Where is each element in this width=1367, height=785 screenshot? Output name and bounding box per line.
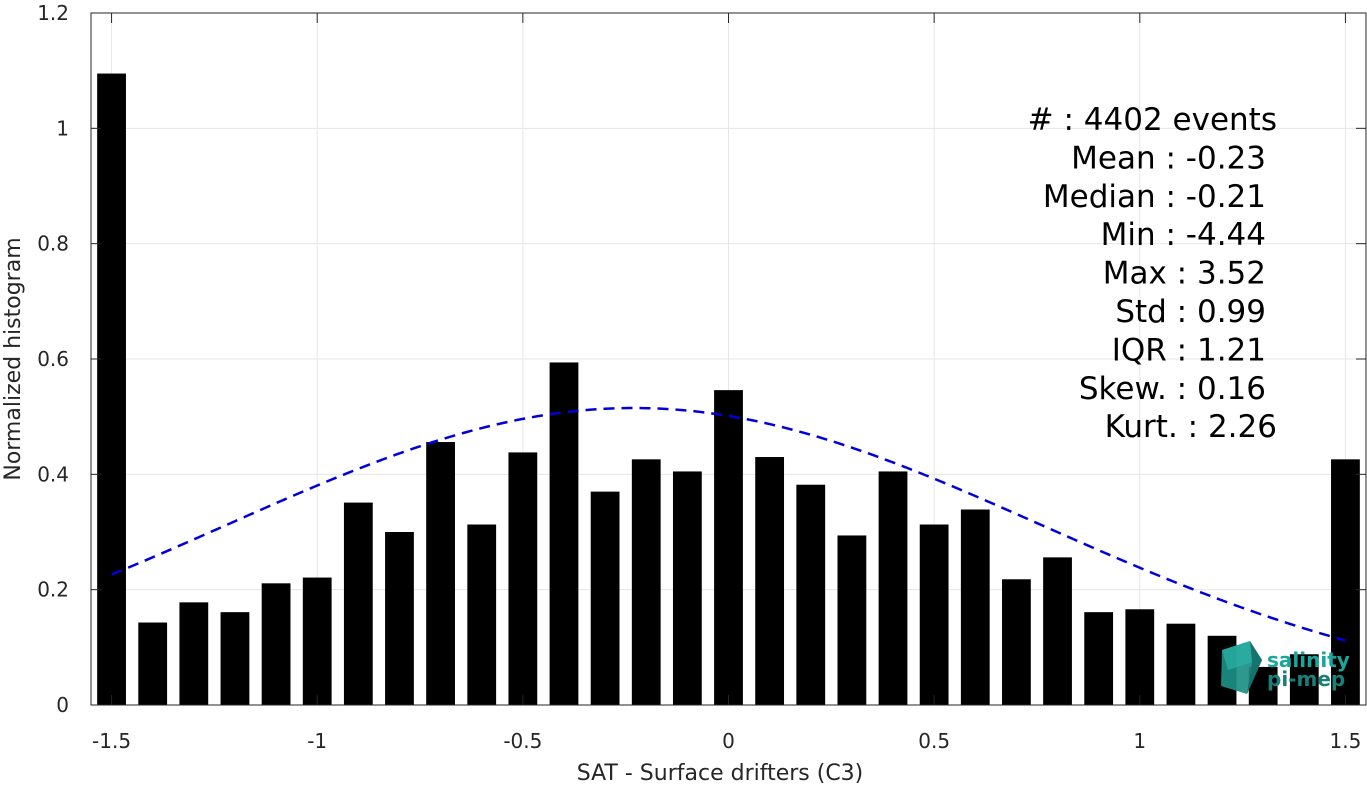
x-tick-label: 1.5 bbox=[1330, 729, 1362, 753]
histogram-bar bbox=[878, 471, 908, 705]
y-axis-label: Normalized histogram bbox=[1, 237, 26, 480]
axes-frame bbox=[90, 12, 1367, 706]
stat-line: Min : -4.44 bbox=[1101, 217, 1266, 253]
logo-cube-icon bbox=[1221, 641, 1262, 694]
histogram-bar bbox=[302, 577, 332, 705]
histogram-bar bbox=[590, 491, 620, 705]
histogram-bar bbox=[672, 471, 702, 705]
y-tick-label: 0.2 bbox=[37, 578, 69, 602]
histogram-bar bbox=[960, 509, 990, 705]
logo-text-line1: salinity bbox=[1267, 648, 1350, 672]
histogram-bar bbox=[261, 583, 291, 705]
histogram-bar bbox=[1125, 609, 1155, 705]
histogram-bar bbox=[1166, 623, 1196, 705]
histogram-bar bbox=[837, 535, 867, 705]
histogram-bar bbox=[179, 602, 209, 705]
normal-fit-curve bbox=[111, 406, 1346, 642]
histogram-bar bbox=[549, 362, 579, 705]
y-tick-label: 0.4 bbox=[37, 462, 69, 486]
x-tick-label: 0 bbox=[722, 729, 735, 753]
stat-line: Kurt. : 2.26 bbox=[1105, 409, 1277, 445]
histogram-bar bbox=[220, 612, 250, 705]
y-tick-label: 1.2 bbox=[37, 1, 69, 25]
histogram-bar bbox=[755, 457, 785, 705]
stat-line: Max : 3.52 bbox=[1103, 256, 1266, 292]
x-tick-label: 0.5 bbox=[918, 729, 950, 753]
histogram-bar bbox=[1084, 612, 1114, 705]
x-tick-label: -1 bbox=[307, 729, 327, 753]
y-tick-label: 0.8 bbox=[37, 232, 69, 256]
x-tick-label: 1 bbox=[1133, 729, 1146, 753]
stat-line: Std : 0.99 bbox=[1115, 294, 1266, 330]
histogram-bar bbox=[385, 532, 414, 705]
x-axis-label: SAT - Surface drifters (C3) bbox=[577, 761, 864, 785]
stat-line: Median : -0.21 bbox=[1043, 179, 1266, 215]
histogram-bar bbox=[796, 484, 826, 705]
salinity-pimep-logo: salinity pi-mep bbox=[1221, 641, 1350, 694]
histogram-bar bbox=[97, 73, 126, 706]
histogram-bar bbox=[1331, 459, 1360, 705]
y-tick-label: 0.6 bbox=[37, 347, 69, 371]
y-tick-label: 1 bbox=[56, 116, 69, 140]
x-tick-labels: -1.5 -1 -0.5 0 0.5 1 1.5 bbox=[92, 729, 1361, 753]
histogram-bar bbox=[508, 452, 538, 705]
histogram-bar bbox=[1002, 579, 1031, 705]
stat-line: IQR : 1.21 bbox=[1112, 332, 1266, 368]
histogram-bar bbox=[343, 502, 373, 705]
histogram-bar bbox=[714, 390, 743, 705]
bars bbox=[97, 73, 1360, 706]
x-tick-label: -0.5 bbox=[503, 729, 542, 753]
histogram-bar bbox=[919, 524, 949, 705]
histogram-bar bbox=[1043, 557, 1072, 705]
y-tick-labels: 0 0.2 0.4 0.6 0.8 1 1.2 bbox=[37, 1, 69, 717]
histogram-bar bbox=[426, 442, 455, 705]
stat-line: Mean : -0.23 bbox=[1071, 140, 1266, 176]
histogram-bar bbox=[631, 459, 661, 705]
stat-line: Skew. : 0.16 bbox=[1079, 371, 1266, 407]
histogram-bar bbox=[1289, 654, 1319, 705]
logo-text-line2: pi-mep bbox=[1267, 667, 1345, 691]
x-tick-label: -1.5 bbox=[92, 729, 131, 753]
y-tick-label: 0 bbox=[56, 693, 69, 717]
stat-line: # : 4402 events bbox=[1028, 102, 1277, 138]
histogram-bar bbox=[467, 524, 497, 705]
histogram-bar bbox=[138, 622, 168, 705]
